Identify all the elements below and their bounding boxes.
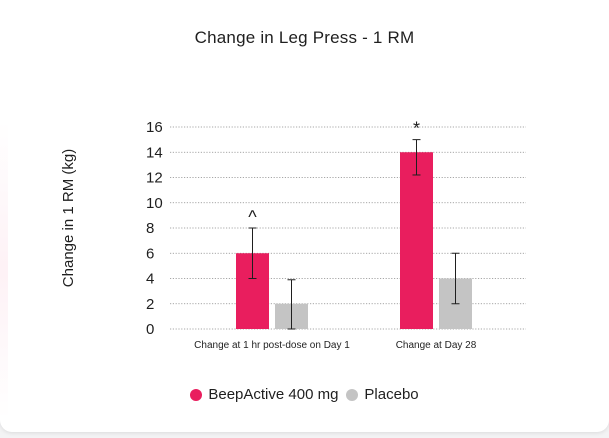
chart-title: Change in Leg Press - 1 RM (194, 28, 415, 47)
y-tick-label-10: 10 (146, 195, 163, 212)
legend-swatch-placebo (346, 388, 359, 401)
legend-label-placebo: Placebo (364, 386, 419, 403)
y-tick-label-16: 16 (146, 119, 163, 136)
y-tick-label-4: 4 (146, 271, 154, 288)
y-tick-label-6: 6 (146, 245, 154, 262)
legend-swatch-beepactive (190, 388, 203, 401)
significance-marker-0: ^ (248, 207, 257, 227)
significance-marker-1: * (413, 119, 420, 139)
y-tick-label-0: 0 (146, 321, 154, 338)
bar-beepactive-1 (400, 152, 433, 329)
legend-item-beepactive: BeepActive 400 mg (190, 386, 338, 403)
card-accent (0, 120, 8, 420)
y-tick-label-8: 8 (146, 220, 154, 237)
y-axis-title: Change in 1 RM (kg) (60, 149, 77, 287)
y-tick-label-2: 2 (146, 296, 154, 313)
y-tick-label-12: 12 (146, 170, 163, 187)
y-tick-label-14: 14 (146, 144, 163, 161)
legend-label-beepactive: BeepActive 400 mg (208, 386, 339, 403)
x-tick-label-0: Change at 1 hr post-dose on Day 1 (194, 340, 350, 351)
legend-item-placebo: Placebo (346, 386, 419, 403)
x-tick-label-1: Change at Day 28 (396, 340, 477, 351)
chart-legend: BeepActive 400 mg Placebo (0, 386, 609, 403)
